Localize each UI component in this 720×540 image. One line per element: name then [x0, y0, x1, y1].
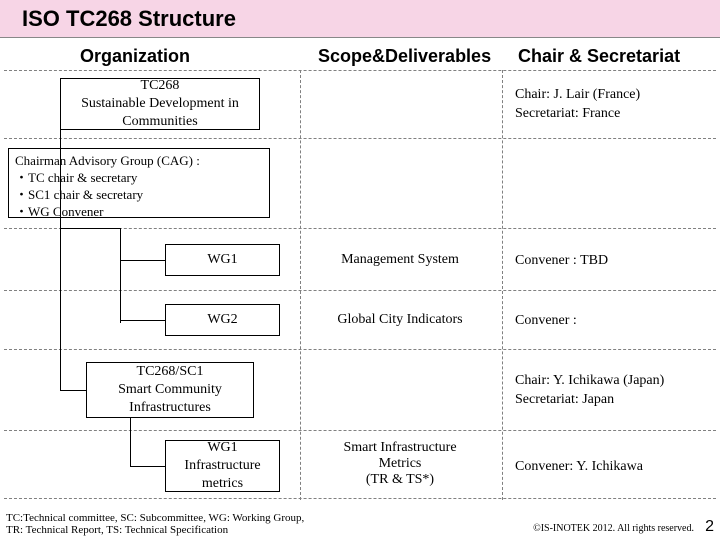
connector [60, 228, 120, 229]
footnote-left: TC:Technical committee, SC: Subcommittee… [6, 512, 304, 536]
header-chair: Chair & Secretariat [518, 46, 680, 67]
node-wg2-label: WG2 [207, 311, 237, 329]
row-divider [4, 349, 716, 350]
row-divider [4, 70, 716, 71]
col-divider [502, 70, 503, 500]
header-scope: Scope&Deliverables [318, 46, 491, 67]
node-wg1-label: WG1 [207, 251, 237, 269]
node-cag: Chairman Advisory Group (CAG) : ・TC chai… [8, 148, 270, 218]
row-divider [4, 138, 716, 139]
node-sc1-label: TC268/SC1 Smart Community Infrastructure… [118, 363, 222, 418]
row-divider [4, 430, 716, 431]
node-wg2: WG2 [165, 304, 280, 336]
row-divider [4, 498, 716, 499]
chair-sc1wg1: Convener: Y. Ichikawa [515, 458, 715, 477]
node-cag-label: Chairman Advisory Group (CAG) : ・TC chai… [15, 153, 200, 221]
chair-wg1: Convener : TBD [515, 252, 715, 271]
footnote-right: ©IS-INOTEK 2012. All rights reserved. [533, 523, 694, 534]
node-sc1wg1: WG1 Infrastructure metrics [165, 440, 280, 492]
node-wg1: WG1 [165, 244, 280, 276]
connector [60, 390, 86, 391]
row-divider [4, 290, 716, 291]
title-bar: ISO TC268 Structure [0, 0, 720, 38]
node-tc268-label: TC268 Sustainable Development in Communi… [81, 77, 239, 132]
page-number: 2 [705, 518, 714, 536]
connector [130, 466, 165, 467]
connector [130, 418, 131, 466]
page-title: ISO TC268 Structure [22, 6, 236, 32]
chair-tc268: Chair: J. Lair (France) Secretariat: Fra… [515, 86, 715, 124]
col-divider [300, 70, 301, 500]
scope-wg2: Global City Indicators [305, 312, 495, 328]
node-sc1: TC268/SC1 Smart Community Infrastructure… [86, 362, 254, 418]
node-sc1wg1-label: WG1 Infrastructure metrics [184, 439, 260, 494]
chair-wg2: Convener : [515, 312, 715, 331]
chair-sc1: Chair: Y. Ichikawa (Japan) Secretariat: … [515, 372, 715, 410]
scope-sc1wg1: Smart Infrastructure Metrics (TR & TS*) [305, 440, 495, 488]
header-organization: Organization [80, 46, 190, 67]
connector [120, 228, 121, 323]
connector [120, 320, 165, 321]
node-tc268: TC268 Sustainable Development in Communi… [60, 78, 260, 130]
connector [120, 260, 165, 261]
scope-wg1: Management System [305, 252, 495, 268]
connector [60, 130, 61, 390]
